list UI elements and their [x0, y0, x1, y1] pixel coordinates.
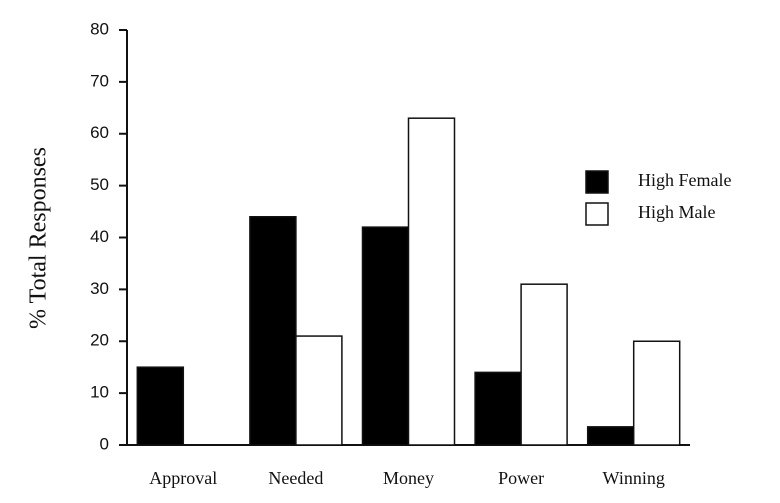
- x-tick-label: Money: [383, 468, 434, 488]
- x-tick-label: Approval: [149, 468, 217, 488]
- y-tick-label: 30: [90, 279, 109, 298]
- y-tick-label: 60: [90, 123, 109, 142]
- legend-swatch: [585, 170, 609, 194]
- bar: [407, 117, 456, 446]
- bar: [520, 283, 568, 446]
- legend-label: High Female: [638, 170, 731, 190]
- x-tick-label: Needed: [268, 468, 323, 488]
- bar: [632, 340, 681, 446]
- x-tick-label: Power: [498, 468, 544, 488]
- x-tick-label: Winning: [603, 468, 665, 488]
- y-tick-label: 20: [90, 331, 109, 350]
- legend-swatch: [585, 202, 609, 226]
- y-tick-label: 0: [100, 434, 109, 453]
- bar: [474, 371, 522, 446]
- bar: [136, 366, 185, 446]
- y-tick-label: 80: [90, 19, 109, 38]
- y-tick-label: 40: [90, 227, 109, 246]
- bar: [249, 216, 297, 446]
- bar: [586, 426, 635, 446]
- y-tick-label: 10: [90, 383, 109, 402]
- bar: [361, 226, 410, 446]
- bar: [295, 335, 343, 446]
- y-axis-label: % Total Responses: [26, 147, 52, 329]
- y-tick-label: 70: [90, 71, 109, 90]
- legend-label: High Male: [638, 202, 715, 222]
- y-tick-label: 50: [90, 175, 109, 194]
